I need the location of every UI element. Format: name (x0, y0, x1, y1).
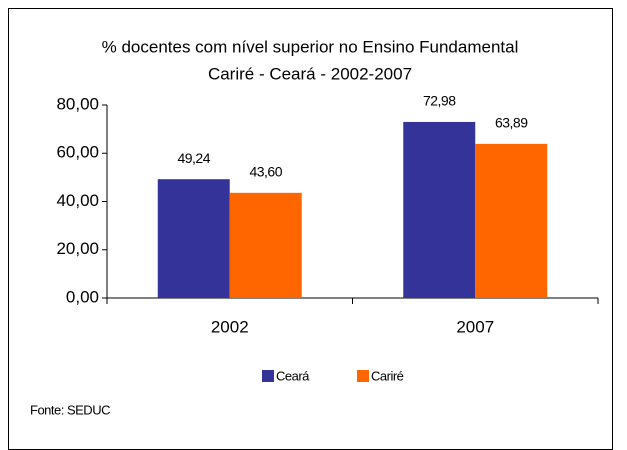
chart-title: Cariré - Ceará - 2002-2007 (208, 64, 412, 83)
legend-label: Cariré (371, 368, 404, 383)
legend-label: Ceará (276, 368, 310, 383)
value-label: 72,98 (423, 93, 456, 109)
bar (403, 121, 476, 298)
y-tick-label: 20,00 (56, 239, 99, 258)
bar (229, 192, 302, 298)
bar (475, 143, 548, 298)
x-tick-label: 2002 (211, 317, 249, 336)
legend-swatch (262, 370, 274, 382)
source-note: Fonte: SEDUC (30, 402, 110, 417)
value-label: 63,89 (495, 115, 528, 131)
value-label: 43,60 (249, 164, 282, 180)
x-tick-label: 2007 (456, 317, 494, 336)
y-tick-label: 0,00 (66, 287, 99, 306)
legend-swatch (357, 370, 369, 382)
chart-title: % docentes com nível superior no Ensino … (102, 37, 519, 56)
y-tick-label: 60,00 (56, 143, 99, 162)
value-label: 49,24 (177, 150, 210, 166)
y-tick-label: 40,00 (56, 191, 99, 210)
y-tick-label: 80,00 (56, 94, 99, 113)
bar (157, 179, 230, 298)
